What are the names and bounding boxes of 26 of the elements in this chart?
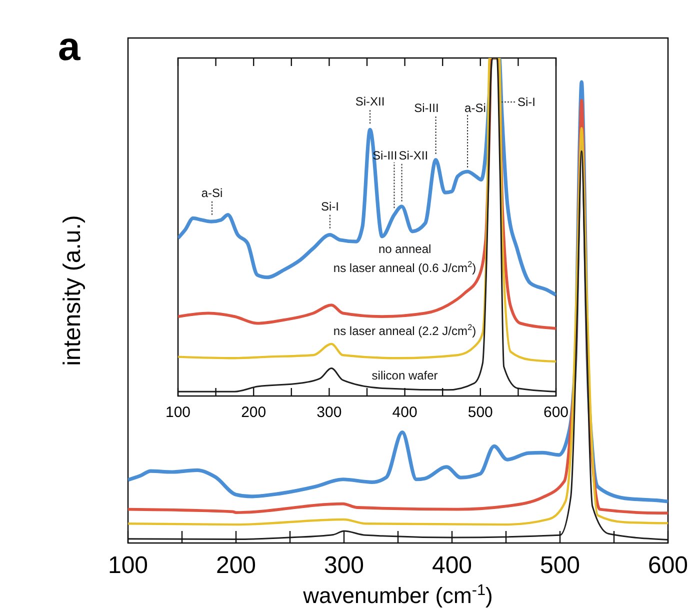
annotation: Si-III (414, 101, 439, 116)
x-tick-label: 100 (165, 404, 191, 421)
annotation: Si-XII (398, 148, 428, 162)
annotation: Si-I (518, 95, 536, 110)
series-label: ns laser anneal (0.6 J/cm$^{2}$) (333, 259, 476, 276)
annotation: a-Si (464, 101, 486, 116)
x-tick-label: 100 (108, 552, 148, 579)
annotation: a-Si (201, 186, 223, 200)
annotation: Si-I (320, 199, 339, 214)
x-tick-label: 500 (540, 552, 580, 579)
series-label: no anneal (378, 242, 432, 256)
x-axis-title: wavenumber (cm$^{-1}$) (302, 582, 493, 608)
x-tick-label: 600 (543, 404, 569, 421)
annotation: Si-XII (355, 94, 385, 109)
x-tick-label: 500 (468, 404, 493, 421)
x-tick-label: 300 (324, 552, 364, 579)
x-tick-label: 200 (216, 552, 256, 579)
y-axis-title: intensity (a.u.) (59, 215, 86, 366)
x-tick-label: 300 (316, 404, 342, 421)
x-tick-label: 400 (432, 552, 472, 579)
chart-title: a (58, 25, 81, 69)
x-tick-label: 400 (392, 404, 418, 421)
x-tick-label: 600 (648, 552, 688, 579)
x-tick-label: 200 (241, 404, 266, 421)
series-label: ns laser anneal (2.2 J/cm$^{2}$) (333, 322, 476, 338)
series-label: silicon wafer (372, 368, 438, 383)
